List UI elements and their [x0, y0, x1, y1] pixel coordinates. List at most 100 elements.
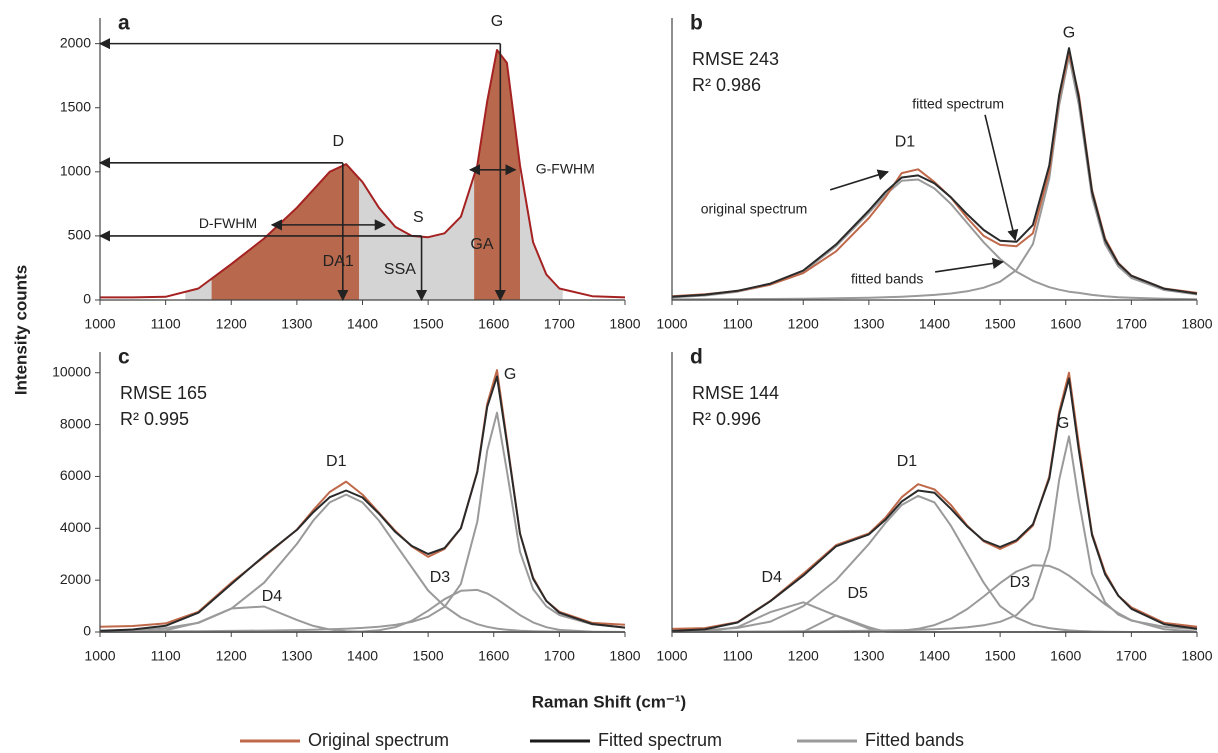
- annotation: G: [504, 366, 516, 383]
- panel-letter: d: [690, 346, 703, 369]
- x-tick-label: 1000: [84, 648, 115, 664]
- x-tick-label: 1600: [1050, 316, 1081, 332]
- y-tick-label: 8000: [60, 415, 91, 431]
- annotation: SSA: [384, 261, 416, 278]
- annotation: D-FWHM: [199, 215, 257, 231]
- x-tick-label: 1500: [985, 316, 1016, 332]
- legend-label: Fitted spectrum: [598, 730, 722, 750]
- annotation: GA: [470, 236, 493, 253]
- x-tick-label: 1400: [347, 316, 378, 332]
- x-axis-title: Raman Shift (cm⁻¹): [532, 692, 686, 711]
- series-line: [99, 375, 626, 632]
- panel-letter: c: [118, 346, 130, 369]
- annotation: D4: [762, 569, 783, 586]
- annotation: DA1: [323, 253, 354, 270]
- annotation: fitted bands: [851, 271, 923, 287]
- annotation: D1: [897, 453, 918, 470]
- annotation: original spectrum: [701, 201, 808, 217]
- y-tick-label: 2000: [60, 571, 91, 587]
- annotation: D1: [895, 134, 916, 151]
- x-tick-label: 1700: [1116, 648, 1147, 664]
- annotation: D3: [430, 569, 451, 586]
- x-tick-label: 1400: [919, 648, 950, 664]
- y-tick-label: 0: [83, 623, 91, 639]
- x-tick-label: 1800: [1181, 648, 1212, 664]
- x-tick-label: 1200: [788, 316, 819, 332]
- fit-stat: RMSE 243: [692, 49, 779, 69]
- legend-label: Original spectrum: [308, 730, 449, 750]
- x-tick-label: 1000: [656, 316, 687, 332]
- x-tick-label: 1500: [985, 648, 1016, 664]
- x-tick-label: 1400: [919, 316, 950, 332]
- annotation: D5: [847, 585, 868, 602]
- area-region: [359, 175, 475, 300]
- annotation: fitted spectrum: [912, 95, 1004, 111]
- annotation: G-FWHM: [536, 160, 595, 176]
- series-line: [671, 377, 1198, 632]
- series-line: [99, 493, 626, 633]
- x-tick-label: 1100: [723, 316, 753, 332]
- y-axis-title: Intensity counts: [11, 265, 30, 395]
- y-tick-label: 1500: [60, 98, 91, 114]
- x-tick-label: 1000: [84, 316, 115, 332]
- arrow: [984, 114, 1019, 241]
- y-tick-label: 6000: [60, 467, 91, 483]
- x-tick-label: 1800: [609, 316, 640, 332]
- x-tick-label: 1100: [151, 648, 181, 664]
- x-tick-label: 1500: [413, 316, 444, 332]
- x-tick-label: 1600: [1050, 648, 1081, 664]
- x-tick-label: 1600: [478, 648, 509, 664]
- series-line: [671, 178, 1198, 301]
- y-tick-label: 10000: [52, 363, 91, 379]
- series-line: [671, 601, 1197, 633]
- annotation: D3: [1010, 574, 1031, 591]
- x-tick-label: 1300: [281, 316, 312, 332]
- x-tick-label: 1100: [723, 648, 753, 664]
- x-tick-label: 1200: [216, 316, 247, 332]
- annotation: D4: [262, 588, 283, 605]
- y-tick-label: 0: [83, 291, 91, 307]
- x-tick-label: 1300: [853, 316, 884, 332]
- y-tick-label: 1000: [60, 163, 91, 179]
- x-tick-label: 1200: [788, 648, 819, 664]
- legend-label: Fitted bands: [865, 730, 964, 750]
- area-region: [211, 164, 360, 300]
- area-region: [474, 50, 520, 300]
- x-tick-label: 1700: [544, 316, 575, 332]
- series-line: [99, 411, 626, 633]
- x-tick-label: 1000: [656, 648, 687, 664]
- x-tick-label: 1500: [413, 648, 444, 664]
- x-tick-label: 1100: [151, 316, 181, 332]
- y-tick-label: 4000: [60, 519, 91, 535]
- fit-stat: R² 0.996: [692, 409, 761, 429]
- annotation: S: [413, 209, 424, 226]
- x-tick-label: 1200: [216, 648, 247, 664]
- annotation: G: [491, 13, 503, 30]
- fit-stat: RMSE 165: [120, 383, 207, 403]
- arrow: [935, 257, 1004, 273]
- fit-stat: R² 0.986: [692, 75, 761, 95]
- annotation: G: [1057, 415, 1069, 432]
- x-tick-label: 1300: [853, 648, 884, 664]
- y-tick-label: 2000: [60, 34, 91, 50]
- x-tick-label: 1800: [1181, 316, 1212, 332]
- area-region: [520, 165, 563, 300]
- x-tick-label: 1800: [609, 648, 640, 664]
- x-tick-label: 1600: [478, 316, 509, 332]
- x-tick-label: 1400: [347, 648, 378, 664]
- y-tick-label: 500: [68, 227, 92, 243]
- series-line: [671, 494, 1197, 633]
- annotation: D1: [326, 453, 347, 470]
- fit-stat: R² 0.995: [120, 409, 189, 429]
- panel-letter: a: [118, 12, 130, 35]
- x-tick-label: 1700: [1116, 316, 1147, 332]
- x-tick-label: 1300: [281, 648, 312, 664]
- fit-stat: RMSE 144: [692, 383, 779, 403]
- annotation: D: [332, 133, 344, 150]
- x-tick-label: 1700: [544, 648, 575, 664]
- series-line: [671, 435, 1198, 633]
- annotation: G: [1063, 25, 1075, 42]
- series-line: [671, 47, 1198, 298]
- panel-letter: b: [690, 12, 703, 35]
